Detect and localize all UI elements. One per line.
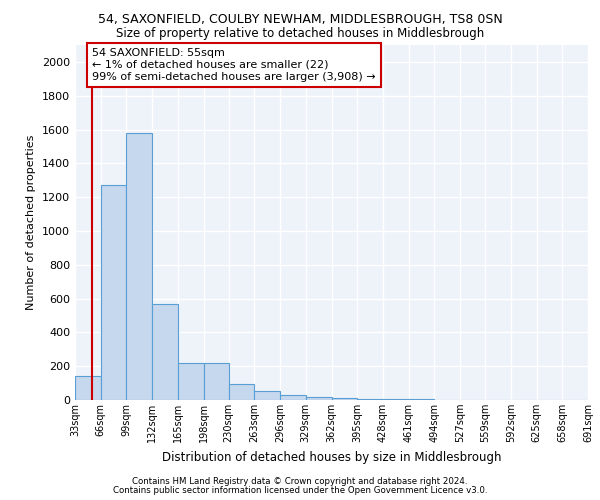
Text: Contains HM Land Registry data © Crown copyright and database right 2024.: Contains HM Land Registry data © Crown c… [132,477,468,486]
X-axis label: Distribution of detached houses by size in Middlesbrough: Distribution of detached houses by size … [162,450,501,464]
Bar [331,398,357,400]
Bar [383,399,409,400]
Text: 54 SAXONFIELD: 55sqm
← 1% of detached houses are smaller (22)
99% of semi-detach: 54 SAXONFIELD: 55sqm ← 1% of detached ho… [92,48,376,82]
Bar [75,376,101,400]
Bar [152,304,178,400]
Bar [357,398,383,400]
Bar [229,384,254,400]
Bar [101,186,127,400]
Bar [280,395,306,400]
Bar [178,363,203,400]
Bar [203,363,229,400]
Text: 54, SAXONFIELD, COULBY NEWHAM, MIDDLESBROUGH, TS8 0SN: 54, SAXONFIELD, COULBY NEWHAM, MIDDLESBR… [98,12,502,26]
Bar [306,396,331,400]
Bar [254,390,280,400]
Text: Size of property relative to detached houses in Middlesbrough: Size of property relative to detached ho… [116,28,484,40]
Text: Contains public sector information licensed under the Open Government Licence v3: Contains public sector information licen… [113,486,487,495]
Y-axis label: Number of detached properties: Number of detached properties [26,135,37,310]
Bar [127,133,152,400]
